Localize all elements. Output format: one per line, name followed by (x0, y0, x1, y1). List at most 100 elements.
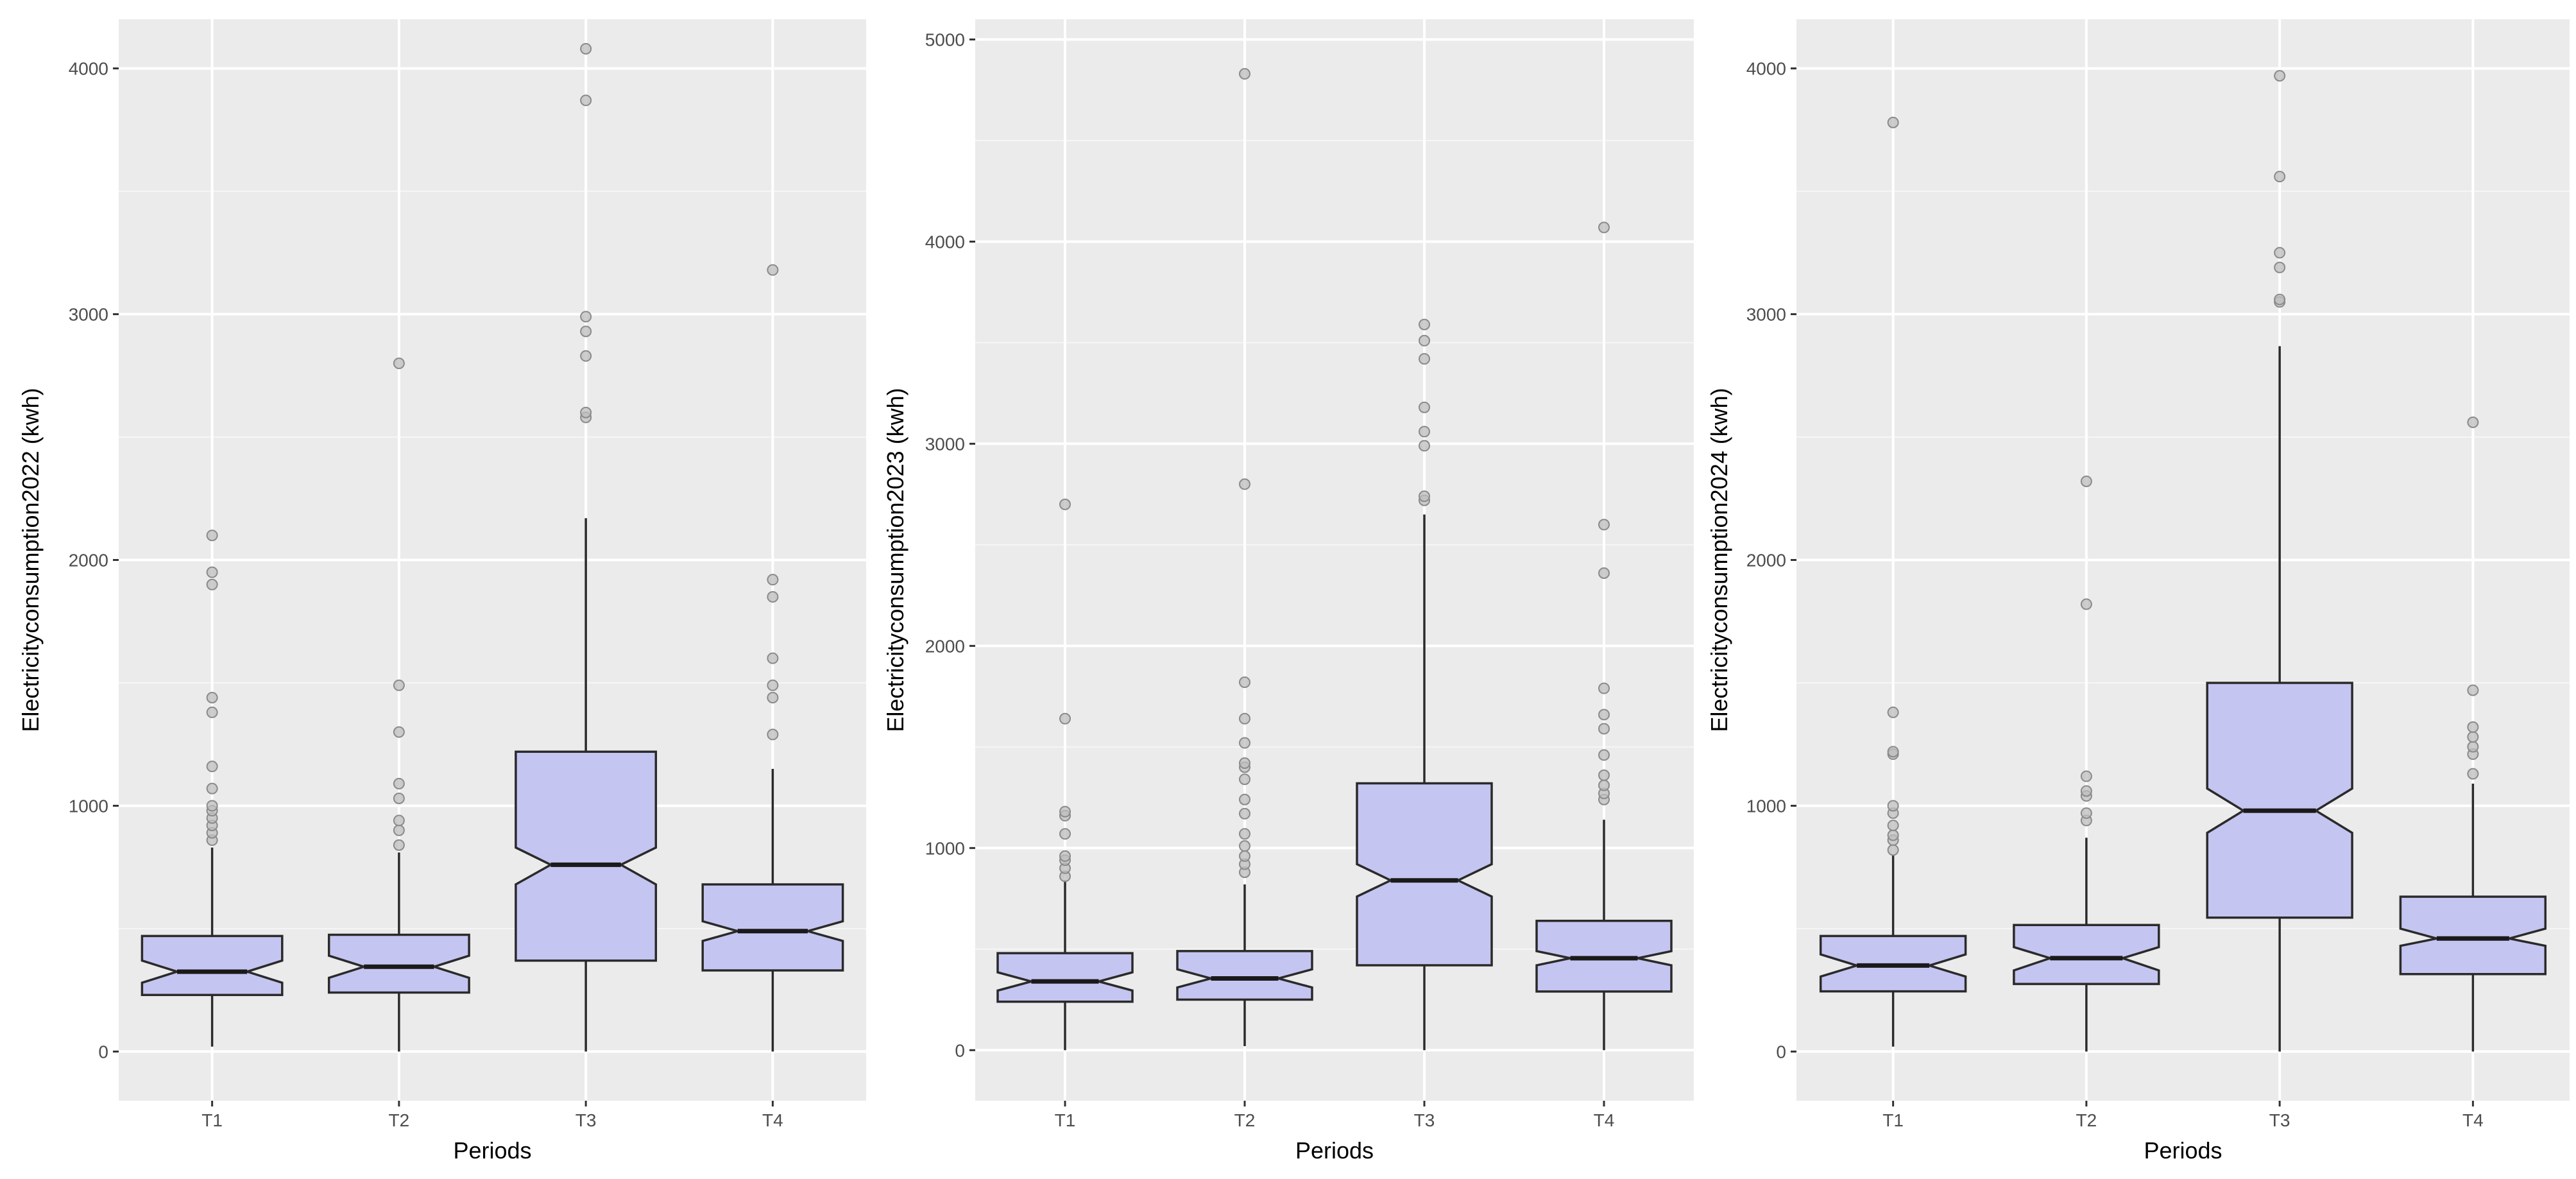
outlier-point (206, 800, 218, 812)
outlier-point (1419, 334, 1430, 347)
panel-2023: 0 1000 2000 3000 4000 5000 T1 T2 T3 T4 Periods Elec… (882, 19, 1694, 1164)
y-tick-label: 3000 (69, 305, 108, 325)
outlier-point (1887, 820, 1899, 832)
box-T2 (1176, 68, 1313, 1046)
outlier-point (2467, 731, 2479, 743)
y-tick-label: 4000 (69, 59, 108, 79)
y-tick-label: 4000 (925, 232, 965, 252)
outlier-point (767, 691, 779, 703)
outlier-point (2274, 246, 2286, 259)
outlier-point (393, 814, 405, 827)
y-tick-label: 0 (955, 1040, 965, 1060)
outlier-point (2274, 261, 2286, 273)
plot-area (1819, 70, 2547, 1052)
notched-box (515, 750, 658, 962)
y-tick-label: 2000 (69, 551, 108, 571)
outlier-point (2080, 598, 2092, 610)
outlier-point (580, 325, 592, 338)
y-axis-title: Electricityconsumption2024 (kwh) (1706, 388, 1732, 732)
outlier-point (1887, 829, 1899, 841)
outlier-point (1239, 68, 1250, 80)
outlier-point (206, 578, 218, 590)
notched-box (2399, 895, 2547, 976)
outlier-point (2467, 721, 2479, 733)
notched-box (996, 952, 1134, 1003)
outlier-point (1059, 498, 1071, 510)
outlier-point (1059, 805, 1071, 818)
x-tick-label: T4 (2462, 1110, 2484, 1130)
outlier-point (206, 691, 218, 703)
outlier-point (206, 529, 218, 542)
outlier-point (2467, 741, 2479, 753)
outlier-point (206, 566, 218, 578)
outlier-point (2080, 807, 2092, 819)
box-T4 (1535, 221, 1673, 1051)
y-tick-label: 5000 (925, 30, 965, 49)
panel-2024: 0 1000 2000 3000 4000 T1 T2 T3 T4 Periods Electric… (1706, 19, 2570, 1164)
outlier-point (2467, 768, 2479, 780)
x-axis-title: Periods (2144, 1137, 2222, 1164)
outlier-point (393, 357, 405, 370)
y-tick-label: 1000 (69, 796, 108, 816)
y-tick-label: 1000 (1746, 796, 1786, 816)
outlier-point (2467, 684, 2479, 696)
outlier-point (1887, 706, 1899, 718)
outlier-point (1239, 828, 1250, 840)
outlier-point (1598, 779, 1610, 791)
outlier-point (1887, 844, 1899, 856)
outlier-point (206, 782, 218, 795)
box-T3 (1356, 318, 1493, 1051)
outlier-point (1239, 676, 1250, 689)
outlier-point (393, 679, 405, 691)
notched-box (327, 933, 470, 994)
outlier-point (1598, 723, 1610, 735)
notched-box (2206, 682, 2353, 919)
outlier-point (1239, 757, 1250, 770)
outlier-point (1239, 712, 1250, 725)
outlier-point (1239, 850, 1250, 862)
notched-box (2013, 924, 2160, 985)
outlier-point (1059, 850, 1071, 862)
y-tick-label: 0 (1776, 1042, 1786, 1062)
x-tick-label: T1 (1882, 1110, 1904, 1130)
box-T2 (2013, 475, 2160, 1052)
x-tick-label: T4 (1594, 1110, 1615, 1130)
box-T1 (996, 498, 1134, 1051)
outlier-point (767, 679, 779, 691)
box-T3 (515, 42, 658, 1052)
x-tick-label: T2 (389, 1110, 410, 1130)
outlier-point (1239, 840, 1250, 852)
outlier-point (393, 839, 405, 851)
box-T1 (1819, 116, 1967, 1047)
x-tick-label: T2 (2076, 1110, 2097, 1130)
outlier-point (1887, 116, 1899, 128)
outlier-point (393, 792, 405, 804)
outlier-point (580, 350, 592, 362)
outlier-point (1598, 519, 1610, 531)
outlier-point (1419, 318, 1430, 331)
outlier-point (1598, 682, 1610, 694)
outlier-point (580, 311, 592, 323)
outlier-point (1887, 746, 1899, 758)
notched-box (701, 883, 844, 972)
x-tick-label: T2 (1234, 1110, 1256, 1130)
y-axis-title: Electricityconsumption2023 (kwh) (882, 388, 908, 732)
y-tick-label: 3000 (1746, 305, 1786, 325)
plot-area (141, 42, 844, 1052)
outlier-point (767, 590, 779, 603)
outlier-point (1059, 712, 1071, 725)
notched-box (1176, 950, 1313, 1001)
x-tick-label: T1 (1055, 1110, 1076, 1130)
outlier-point (767, 264, 779, 276)
box-T4 (2399, 417, 2547, 1052)
x-tick-label: T3 (1414, 1110, 1435, 1130)
outlier-point (1419, 401, 1430, 413)
box-T2 (327, 357, 470, 1052)
outlier-point (1239, 478, 1250, 490)
plot-area (996, 68, 1673, 1051)
outlier-point (767, 728, 779, 741)
box-T4 (701, 264, 844, 1052)
y-tick-label: 3000 (925, 434, 965, 454)
outlier-point (1598, 221, 1610, 234)
